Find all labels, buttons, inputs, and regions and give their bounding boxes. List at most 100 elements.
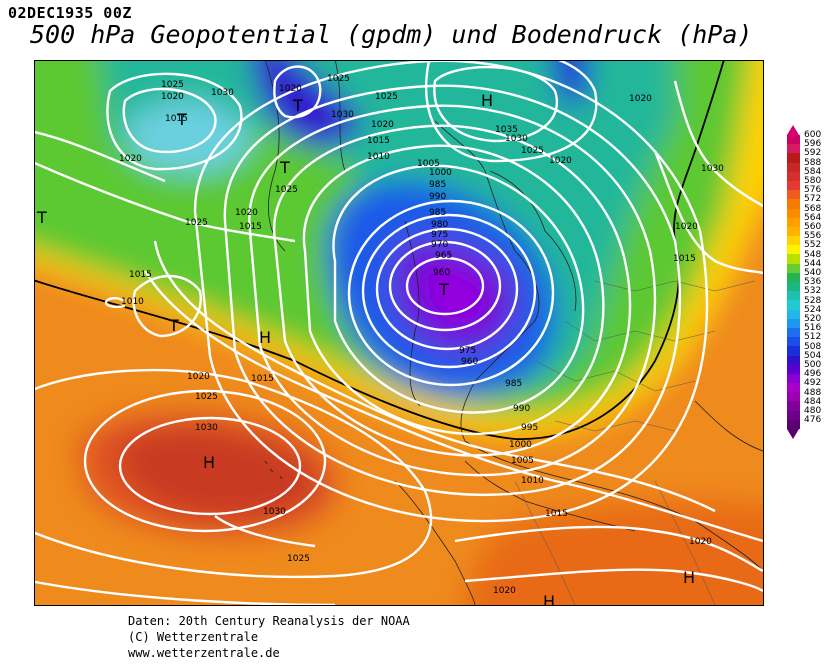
footer-credits: Daten: 20th Century Reanalysis der NOAA … (128, 613, 410, 661)
legend-label: 528 (804, 295, 822, 306)
isobar-label: 1025 (327, 74, 350, 84)
isobar-labels: 1025 1020 1030 1015 1020 1025 1030 1025 … (119, 74, 724, 596)
legend-label: 520 (804, 314, 822, 324)
isobar-label: 1020 (279, 84, 302, 94)
isobar-label: 1025 (195, 392, 218, 402)
legend-label: 496 (804, 369, 822, 380)
isobar-label: 1005 (417, 159, 440, 169)
legend-swatch (787, 180, 800, 191)
isobar-label: 960 (461, 357, 478, 367)
legend-label: 556 (804, 231, 822, 242)
low-center: T (168, 316, 179, 335)
isobar-label: 1025 (161, 80, 184, 90)
isobar-label: 1030 (195, 423, 218, 433)
isobar-label: 985 (429, 180, 446, 190)
legend-swatch (787, 327, 800, 338)
borders (514, 280, 756, 605)
isobar-label: 1020 (629, 94, 652, 104)
isobar-label: 1020 (235, 208, 258, 218)
legend-swatch (787, 144, 800, 154)
legend-label: 524 (804, 304, 822, 315)
isobar-label: 1030 (263, 507, 286, 517)
copyright: (C) Wetterzentrale (128, 630, 259, 644)
isobar-label: 1000 (429, 168, 452, 178)
isobar-label: 1015 (367, 136, 390, 146)
isobar-label: 990 (429, 192, 446, 202)
website: www.wetterzentrale.de (128, 646, 280, 660)
isobar-label: 990 (513, 404, 530, 414)
legend-label: 532 (804, 286, 822, 297)
legend-label: 572 (804, 194, 822, 205)
legend-label: 580 (804, 176, 822, 186)
legend-label: 596 (804, 139, 822, 150)
legend-swatch (787, 309, 800, 319)
data-source: Daten: 20th Century Reanalysis der NOAA (128, 614, 410, 628)
legend-label: 568 (804, 203, 822, 214)
legend-swatch (787, 282, 800, 292)
isobar-label: 975 (431, 230, 448, 240)
legend-label: 564 (804, 212, 822, 223)
isobar-label: 1015 (673, 254, 696, 264)
legend-swatch (787, 217, 800, 227)
isobar-label: 1025 (375, 92, 398, 102)
isobar-label: 1015 (165, 114, 188, 124)
isobar-label: 1000 (509, 440, 532, 450)
legend-swatch (787, 245, 800, 255)
legend-label: 488 (804, 387, 822, 398)
isobar-label: 985 (429, 208, 446, 218)
isobar-label: 1025 (185, 218, 208, 228)
legend-label: 600 (804, 130, 822, 140)
legend-label: 552 (804, 240, 822, 251)
legend-swatch (787, 190, 800, 200)
legend-swatch (787, 401, 800, 411)
isobar-label: 1015 (251, 374, 274, 384)
legend-swatch (787, 355, 800, 365)
isobar-label: 1030 (701, 164, 724, 174)
legend-arrow-up-icon (787, 125, 799, 135)
legend-label: 584 (804, 166, 822, 177)
weather-map: 1025 1020 1030 1015 1020 1025 1030 1025 … (34, 60, 764, 606)
isobar-label: 1030 (211, 88, 234, 98)
legend-label: 476 (804, 415, 822, 426)
legend-swatch (787, 153, 800, 163)
legend-swatch (787, 226, 800, 237)
high-center: H (683, 568, 695, 587)
isobar-label: 1025 (287, 554, 310, 564)
map-title: 500 hPa Geopotential (gpdm) und Bodendru… (30, 20, 753, 49)
date-label: 02DEC1935 00Z (8, 4, 132, 22)
legend-swatch (787, 171, 800, 181)
legend-swatch (787, 419, 800, 429)
high-center: H (259, 328, 271, 347)
legend-swatch (787, 263, 800, 273)
legend-swatch (787, 199, 800, 209)
legend-swatch (787, 364, 800, 374)
isobar-label: 1020 (689, 537, 712, 547)
legend-swatch (787, 162, 800, 172)
isobar-label: 995 (521, 423, 538, 433)
isobar-label: 1010 (521, 476, 544, 486)
isobar-label: 1025 (275, 185, 298, 195)
isobar-label: 1020 (187, 372, 210, 382)
isobar-label: 960 (433, 268, 450, 278)
low-center: T (36, 208, 47, 227)
legend-swatch (787, 383, 800, 393)
legend-swatch (787, 254, 800, 264)
isobar-label: 1015 (545, 509, 568, 519)
isobar-label: 975 (459, 346, 476, 356)
color-legend: 600 596 592 588 584 580 576 572 568 564 560 556 552 5… (787, 125, 821, 440)
legend-label: 540 (804, 268, 822, 278)
legend-label: 588 (804, 157, 822, 168)
legend-swatch (787, 373, 800, 384)
legend-swatch (787, 300, 800, 310)
legend-label: 480 (804, 406, 822, 416)
legend-label: 500 (804, 360, 822, 370)
isobar-label: 1015 (129, 270, 152, 280)
isobar-label: 1010 (121, 297, 144, 307)
legend-label: 492 (804, 378, 822, 389)
legend-label: 484 (804, 396, 822, 407)
high-center: H (203, 453, 215, 472)
legend-label: 544 (804, 258, 822, 269)
legend-swatch (787, 392, 800, 402)
legend-label: 536 (804, 277, 822, 288)
isobar-label: 1025 (521, 146, 544, 156)
